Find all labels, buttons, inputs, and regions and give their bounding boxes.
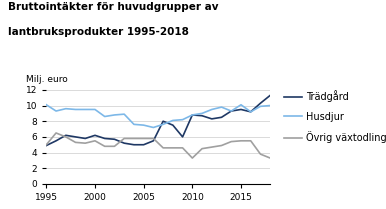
Husdjur	[112, 114, 117, 116]
Trädgård	[180, 136, 185, 138]
Övrig växtodling	[180, 147, 185, 149]
Line: Övrig växtodling: Övrig växtodling	[46, 133, 270, 158]
Trädgård	[141, 143, 146, 146]
Husdjur	[102, 115, 107, 118]
Trädgård	[258, 102, 263, 104]
Trädgård	[210, 118, 214, 120]
Trädgård	[122, 142, 127, 144]
Text: Milj. euro: Milj. euro	[26, 75, 68, 84]
Övrig växtodling	[73, 141, 78, 144]
Övrig växtodling	[219, 144, 224, 147]
Övrig växtodling	[122, 137, 127, 140]
Husdjur	[83, 108, 88, 111]
Trädgård	[63, 134, 68, 137]
Övrig växtodling	[239, 140, 243, 142]
Husdjur	[219, 106, 224, 108]
Husdjur	[210, 108, 214, 111]
Övrig växtodling	[93, 140, 97, 142]
Övrig växtodling	[190, 157, 195, 159]
Text: lantbruksprodukter 1995-2018: lantbruksprodukter 1995-2018	[8, 27, 189, 37]
Övrig växtodling	[171, 147, 175, 149]
Trädgård	[54, 140, 58, 142]
Trädgård	[112, 138, 117, 140]
Övrig växtodling	[229, 140, 234, 143]
Text: Bruttointäkter för huvudgrupper av: Bruttointäkter för huvudgrupper av	[8, 2, 218, 12]
Trädgård	[151, 140, 156, 142]
Övrig växtodling	[44, 143, 49, 146]
Trädgård	[73, 136, 78, 138]
Husdjur	[268, 104, 273, 107]
Övrig växtodling	[268, 157, 273, 159]
Trädgård	[219, 116, 224, 119]
Övrig växtodling	[151, 137, 156, 140]
Trädgård	[249, 111, 253, 113]
Övrig växtodling	[210, 146, 214, 148]
Husdjur	[132, 123, 136, 126]
Trädgård	[132, 143, 136, 146]
Husdjur	[93, 108, 97, 111]
Husdjur	[63, 107, 68, 110]
Övrig växtodling	[102, 145, 107, 148]
Husdjur	[122, 113, 127, 115]
Övrig växtodling	[132, 137, 136, 140]
Husdjur	[258, 105, 263, 108]
Trädgård	[44, 144, 49, 147]
Övrig växtodling	[161, 147, 166, 149]
Övrig växtodling	[63, 136, 68, 138]
Legend: Trädgård, Husdjur, Övrig växtodling: Trädgård, Husdjur, Övrig växtodling	[284, 90, 386, 143]
Övrig växtodling	[141, 137, 146, 140]
Husdjur	[141, 124, 146, 126]
Husdjur	[54, 110, 58, 112]
Övrig växtodling	[54, 132, 58, 134]
Husdjur	[229, 110, 234, 112]
Husdjur	[249, 111, 253, 113]
Line: Husdjur: Husdjur	[46, 105, 270, 127]
Övrig växtodling	[249, 140, 253, 142]
Trädgård	[190, 114, 195, 116]
Husdjur	[190, 114, 195, 116]
Övrig växtodling	[258, 153, 263, 155]
Övrig växtodling	[112, 145, 117, 148]
Trädgård	[229, 110, 234, 112]
Övrig växtodling	[83, 142, 88, 144]
Trädgård	[102, 137, 107, 140]
Husdjur	[171, 119, 175, 122]
Husdjur	[73, 108, 78, 111]
Line: Trädgård: Trädgård	[46, 95, 270, 145]
Trädgård	[200, 115, 204, 117]
Husdjur	[200, 112, 204, 115]
Trädgård	[93, 134, 97, 137]
Trädgård	[83, 137, 88, 140]
Husdjur	[44, 103, 49, 106]
Övrig växtodling	[200, 147, 204, 150]
Husdjur	[239, 103, 243, 106]
Trädgård	[239, 108, 243, 111]
Husdjur	[180, 118, 185, 121]
Trädgård	[161, 120, 166, 122]
Husdjur	[151, 126, 156, 129]
Trädgård	[268, 94, 273, 97]
Trädgård	[171, 124, 175, 126]
Husdjur	[161, 123, 166, 126]
